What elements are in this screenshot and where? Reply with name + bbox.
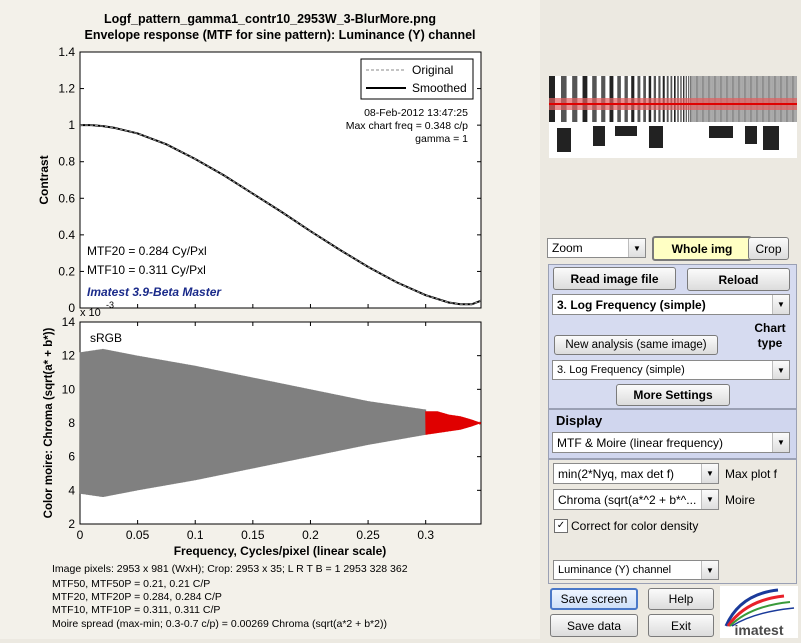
smoothed-curve [80, 124, 482, 306]
chevron-down-icon: ▼ [701, 561, 718, 579]
top-ytick-label: 0.8 [58, 155, 75, 169]
more-settings-button[interactable]: More Settings [616, 384, 730, 406]
logo-text: imatest [734, 622, 784, 638]
exponent-label: x 10 [80, 307, 101, 319]
thumbnail-block [615, 126, 637, 136]
chart-select[interactable]: 3. Log Frequency (simple) ▼ [552, 294, 790, 315]
bottom-xtick-label: 0.3 [417, 528, 434, 542]
bottom-xtick-label: 0.2 [302, 528, 319, 542]
moire-gray-series [79, 348, 427, 498]
bottom-xtick-label: 0 [77, 528, 84, 542]
bottom-xlabel: Frequency, Cycles/pixel (linear scale) [174, 544, 387, 558]
legend-box [360, 58, 474, 100]
mtf-charts: 0 0.2 0.4 0.6 0.8 1 1.2 1.4 Contrast Original Smoo… [37, 45, 482, 558]
chevron-down-icon: ▼ [701, 464, 718, 483]
chevron-down-icon: ▼ [772, 295, 789, 314]
imatest-logo: imatest [720, 586, 798, 638]
thumbnail-block [709, 126, 733, 138]
srgb-label: sRGB [90, 331, 122, 345]
chevron-down-icon: ▼ [772, 433, 789, 452]
display-mode-select[interactable]: MTF & Moire (linear frequency) ▼ [552, 432, 790, 453]
max-plot-select[interactable]: min(2*Nyq, max det f) ▼ [553, 463, 719, 484]
max-plot-value: min(2*Nyq, max det f) [558, 466, 675, 481]
figure-title-2: Envelope response (MTF for sine pattern)… [84, 28, 476, 42]
top-ytick-label: 1.4 [58, 45, 75, 59]
correct-color-label: Correct for color density [571, 519, 699, 533]
thumbnail-block [593, 126, 605, 146]
exit-button[interactable]: Exit [648, 614, 714, 637]
exponent-power-label: -3 [106, 300, 114, 310]
bottom-ytick-label: 2 [68, 517, 75, 531]
chart-select-2[interactable]: 3. Log Frequency (simple) ▼ [552, 360, 790, 380]
read-image-button[interactable]: Read image file [553, 267, 676, 290]
bottom-ytick-label: 14 [62, 315, 76, 329]
bottom-xtick-label: 0.1 [187, 528, 204, 542]
display-label: Display [556, 413, 603, 428]
crop-button[interactable]: Crop [748, 237, 789, 260]
date-label: 08-Feb-2012 13:47:25 [364, 107, 468, 119]
top-ytick-label: 1 [68, 118, 75, 132]
chevron-down-icon: ▼ [701, 490, 718, 509]
save-data-button[interactable]: Save data [550, 614, 638, 637]
thumbnail-block [649, 126, 663, 148]
info-line: Image pixels: 2953 x 981 (WxH); Crop: 29… [52, 563, 408, 575]
bottom-ylabel: Color moire: Chroma (sqrt(a* + b*)) [43, 327, 55, 518]
chevron-down-icon: ▼ [772, 361, 789, 379]
figure-area: Logf_pattern_gamma1_contr10_2953W_3-Blur… [37, 12, 482, 630]
top-ytick-label: 0 [68, 301, 75, 315]
moire-value: Chroma (sqrt(a*^2 + b*^... [558, 492, 697, 507]
zoom-select[interactable]: Zoom ▼ [547, 238, 646, 258]
max-plot-label: Max plot f [725, 467, 778, 481]
chart-select-2-value: 3. Log Frequency (simple) [557, 364, 685, 376]
correct-color-checkbox[interactable]: ✓ [554, 519, 568, 533]
chart-type-label: Chart type [754, 321, 786, 350]
info-line: MTF50, MTF50P = 0.21, 0.21 C/P [52, 578, 211, 590]
info-line: MTF10, MTF10P = 0.311, 0.311 C/P [52, 604, 221, 616]
bottom-ytick-label: 10 [62, 382, 76, 396]
chart-select-value: 3. Log Frequency (simple) [557, 297, 706, 312]
logo-swoosh-icon [724, 588, 795, 627]
chevron-down-icon: ▼ [628, 239, 645, 257]
bottom-ytick-label: 4 [68, 483, 75, 497]
reload-button[interactable]: Reload [687, 268, 790, 291]
whole-img-button[interactable]: Whole img [652, 236, 752, 261]
moire-label: Moire [725, 493, 756, 507]
channel-value: Luminance (Y) channel [558, 564, 672, 576]
legend-smoothed-label: Smoothed [412, 81, 467, 95]
image-thumbnail[interactable] [549, 76, 798, 158]
top-ytick-label: 1.2 [58, 82, 75, 96]
new-analysis-button[interactable]: New analysis (same image) [554, 335, 718, 355]
channel-select[interactable]: Luminance (Y) channel ▼ [553, 560, 719, 580]
gamma-label: gamma = 1 [415, 133, 468, 145]
bottom-xtick-label: 0.15 [241, 528, 265, 542]
bottom-ytick-label: 8 [68, 416, 75, 430]
top-ytick-label: 0.6 [58, 191, 75, 205]
mtf20-label: MTF20 = 0.284 Cy/Pxl [87, 244, 207, 258]
max-chart-freq-label: Max chart freq = 0.348 c/p [346, 120, 468, 132]
top-ylabel: Contrast [37, 155, 51, 204]
bottom-ytick-label: 12 [62, 349, 76, 363]
watermark-label: Imatest 3.9-Beta Master [87, 285, 222, 299]
save-screen-button[interactable]: Save screen [550, 588, 638, 610]
thumbnail-block [557, 128, 571, 152]
bottom-xtick-label: 0.05 [126, 528, 150, 542]
bottom-ytick-label: 6 [68, 450, 75, 464]
mtf10-label: MTF10 = 0.311 Cy/Pxl [87, 263, 206, 277]
thumbnail-block [745, 126, 757, 144]
help-button[interactable]: Help [648, 588, 714, 610]
legend-original-label: Original [412, 63, 453, 77]
top-ytick-label: 0.2 [58, 264, 75, 278]
thumbnail-block [763, 126, 779, 150]
info-line: Moire spread (max-min; 0.3-0.7 c/p) = 0.… [52, 618, 387, 630]
moire-red-series [425, 411, 482, 435]
moire-select[interactable]: Chroma (sqrt(a*^2 + b*^... ▼ [553, 489, 719, 510]
thumbnail-pattern [549, 76, 798, 152]
bottom-xtick-label: 0.25 [356, 528, 380, 542]
display-mode-value: MTF & Moire (linear frequency) [557, 435, 724, 450]
zoom-value: Zoom [552, 241, 583, 255]
info-line: MTF20, MTF20P = 0.284, 0.284 C/P [52, 591, 222, 603]
top-ytick-label: 0.4 [58, 228, 75, 242]
figure-title-1: Logf_pattern_gamma1_contr10_2953W_3-Blur… [103, 12, 437, 26]
